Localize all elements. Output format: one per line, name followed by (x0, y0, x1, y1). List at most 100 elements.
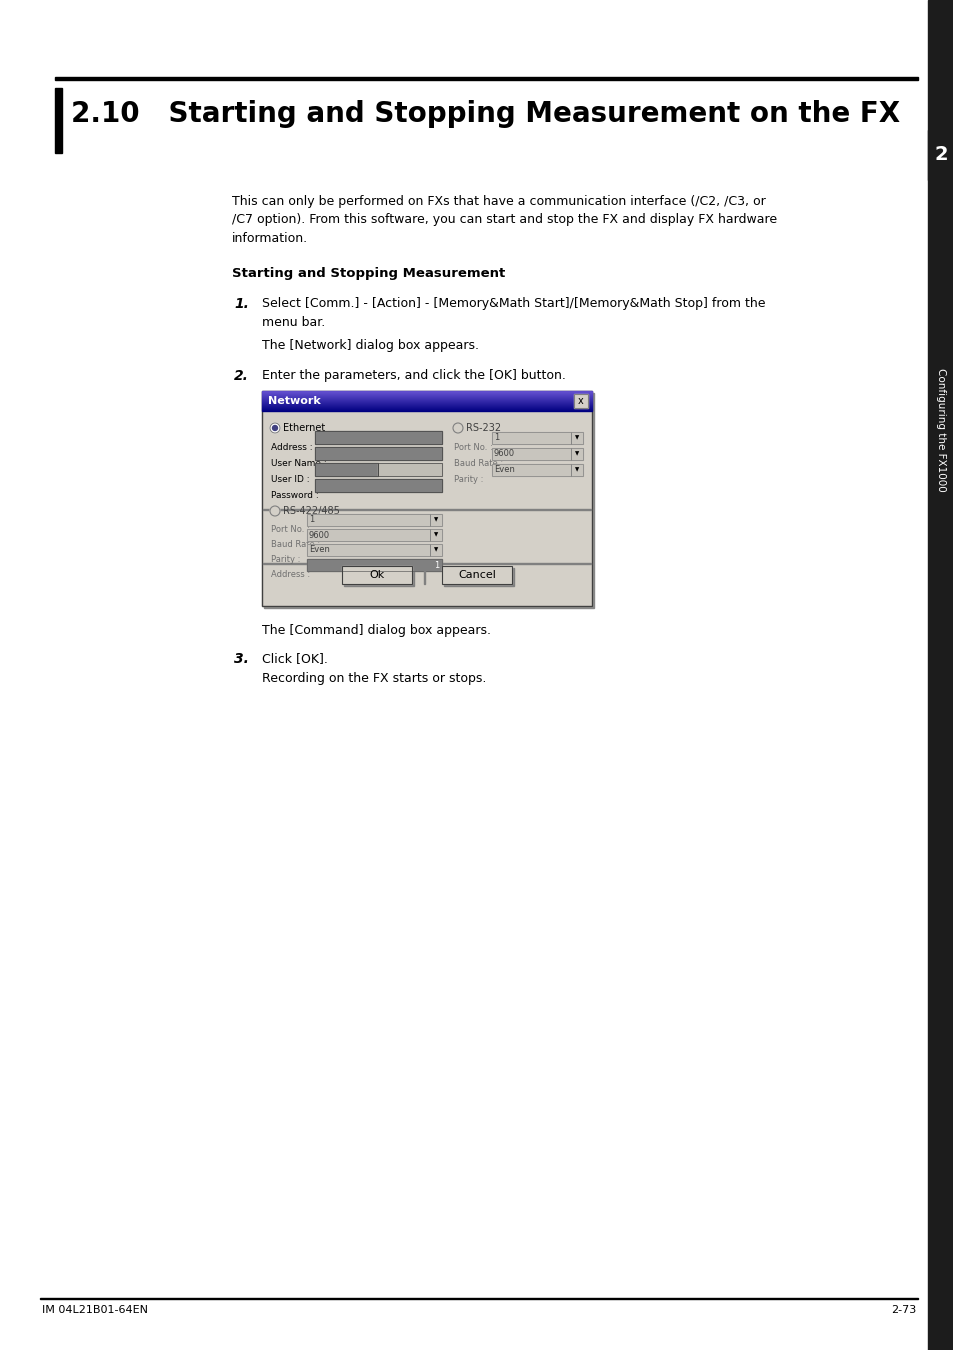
Text: 1.: 1. (233, 297, 249, 310)
Bar (441, 566, 512, 585)
Bar (492, 432, 571, 444)
Circle shape (270, 506, 280, 516)
Bar (430, 544, 441, 556)
Text: 1: 1 (434, 560, 438, 570)
Bar (264, 393, 594, 608)
Text: User ID :: User ID : (271, 475, 310, 485)
Bar (307, 544, 430, 556)
Bar (571, 464, 582, 477)
Bar (423, 566, 424, 585)
Bar (430, 514, 441, 526)
Bar (571, 432, 582, 444)
Bar (571, 448, 582, 460)
Bar (492, 432, 571, 444)
Bar (55, 77, 917, 80)
Bar (571, 448, 582, 460)
Text: ▼: ▼ (434, 532, 437, 537)
Bar (377, 463, 441, 477)
Text: 2: 2 (933, 146, 947, 165)
Text: Network: Network (268, 396, 320, 406)
Bar (571, 432, 582, 444)
Text: ▼: ▼ (434, 548, 437, 552)
Bar (574, 394, 587, 408)
Bar (55, 88, 62, 153)
Text: 2.: 2. (233, 369, 249, 383)
Text: Baud Rate :: Baud Rate : (454, 459, 502, 468)
Bar (492, 464, 571, 477)
Bar (267, 510, 446, 586)
Text: Ethernet: Ethernet (283, 423, 325, 433)
Text: Baud Rate :: Baud Rate : (271, 540, 320, 549)
Text: 9600: 9600 (494, 450, 515, 459)
Text: Password :: Password : (271, 491, 318, 500)
Bar (307, 529, 430, 541)
Bar (574, 394, 587, 408)
Bar (307, 529, 430, 541)
Text: 1: 1 (309, 516, 314, 525)
Text: Port No. :: Port No. : (454, 443, 493, 452)
Bar (314, 479, 441, 491)
Bar (307, 544, 430, 556)
Text: The [Command] dialog box appears.: The [Command] dialog box appears. (262, 624, 491, 637)
Text: Even: Even (309, 545, 330, 555)
Bar (430, 529, 441, 541)
Text: Address :: Address : (271, 443, 313, 452)
Text: IM 04L21B01-64EN: IM 04L21B01-64EN (42, 1305, 148, 1315)
Text: ▼: ▼ (434, 517, 437, 522)
Text: 3.: 3. (233, 652, 249, 666)
Text: Parity :: Parity : (271, 555, 300, 564)
Text: Ok: Ok (369, 570, 384, 580)
Text: Starting and Stopping Measurement: Starting and Stopping Measurement (232, 267, 505, 279)
Bar (344, 568, 414, 586)
Text: 9600: 9600 (309, 531, 330, 540)
Bar (314, 447, 441, 460)
Text: Parity :: Parity : (454, 475, 483, 485)
Circle shape (273, 425, 277, 431)
Bar (314, 463, 377, 477)
Bar (443, 568, 514, 586)
Bar (450, 427, 586, 514)
Bar (314, 463, 377, 477)
Bar (341, 566, 412, 585)
Text: User Name :: User Name : (271, 459, 327, 468)
Text: 1: 1 (494, 433, 498, 443)
Bar (492, 448, 571, 460)
Text: 2.10   Starting and Stopping Measurement on the FX: 2.10 Starting and Stopping Measurement o… (71, 100, 900, 128)
Bar (927, 0, 953, 1350)
Text: ▼: ▼ (575, 467, 578, 472)
Bar (267, 427, 446, 514)
Text: Configuring the FX1000: Configuring the FX1000 (935, 369, 945, 491)
Bar (430, 544, 441, 556)
Text: 2-73: 2-73 (890, 1305, 915, 1315)
Text: Enter the parameters, and click the [OK] button.: Enter the parameters, and click the [OK]… (262, 369, 565, 382)
Bar (430, 514, 441, 526)
Circle shape (270, 423, 280, 433)
Text: ▼: ▼ (575, 451, 578, 456)
Text: Cancel: Cancel (457, 570, 496, 580)
Text: Click [OK].: Click [OK]. (262, 652, 328, 666)
Text: RS-232: RS-232 (465, 423, 500, 433)
Text: ▼: ▼ (575, 436, 578, 440)
Text: Port No. :: Port No. : (271, 525, 310, 535)
Bar (314, 447, 441, 460)
Text: x: x (578, 396, 583, 406)
Bar (262, 392, 592, 606)
Text: Even: Even (494, 466, 515, 474)
Bar (571, 464, 582, 477)
Bar (377, 463, 441, 477)
Text: RS-422/485: RS-422/485 (283, 506, 339, 516)
Text: The [Network] dialog box appears.: The [Network] dialog box appears. (262, 339, 478, 352)
Text: Recording on the FX starts or stops.: Recording on the FX starts or stops. (262, 672, 486, 684)
Bar (307, 514, 430, 526)
Bar (307, 559, 441, 571)
Text: This can only be performed on FXs that have a communication interface (/C2, /C3,: This can only be performed on FXs that h… (232, 194, 777, 244)
Bar (314, 431, 441, 444)
Bar (927, 130, 953, 180)
Bar (492, 448, 571, 460)
Bar (307, 514, 430, 526)
Text: Select [Comm.] - [Action] - [Memory&Math Start]/[Memory&Math Stop] from the
menu: Select [Comm.] - [Action] - [Memory&Math… (262, 297, 764, 328)
Bar (441, 566, 512, 585)
Circle shape (453, 423, 462, 433)
Bar (341, 566, 412, 585)
Bar (314, 479, 441, 491)
